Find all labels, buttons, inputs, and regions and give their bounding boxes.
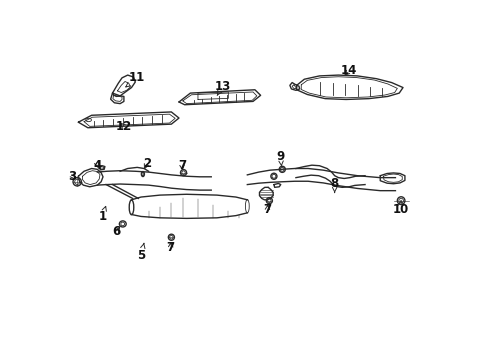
- Text: 7: 7: [178, 159, 186, 172]
- Text: 8: 8: [331, 177, 339, 193]
- Text: 7: 7: [167, 241, 174, 254]
- Text: 1: 1: [98, 206, 106, 223]
- Text: 14: 14: [341, 64, 357, 77]
- Text: 12: 12: [116, 120, 132, 133]
- Text: 11: 11: [126, 71, 146, 87]
- Text: 13: 13: [215, 80, 231, 95]
- Text: 2: 2: [143, 157, 151, 170]
- Text: 10: 10: [392, 200, 409, 216]
- Text: 6: 6: [112, 225, 121, 238]
- Text: 9: 9: [277, 150, 285, 166]
- Text: 4: 4: [93, 159, 101, 172]
- Text: 5: 5: [137, 243, 145, 262]
- Text: 3: 3: [69, 170, 77, 183]
- Text: 7: 7: [264, 203, 271, 216]
